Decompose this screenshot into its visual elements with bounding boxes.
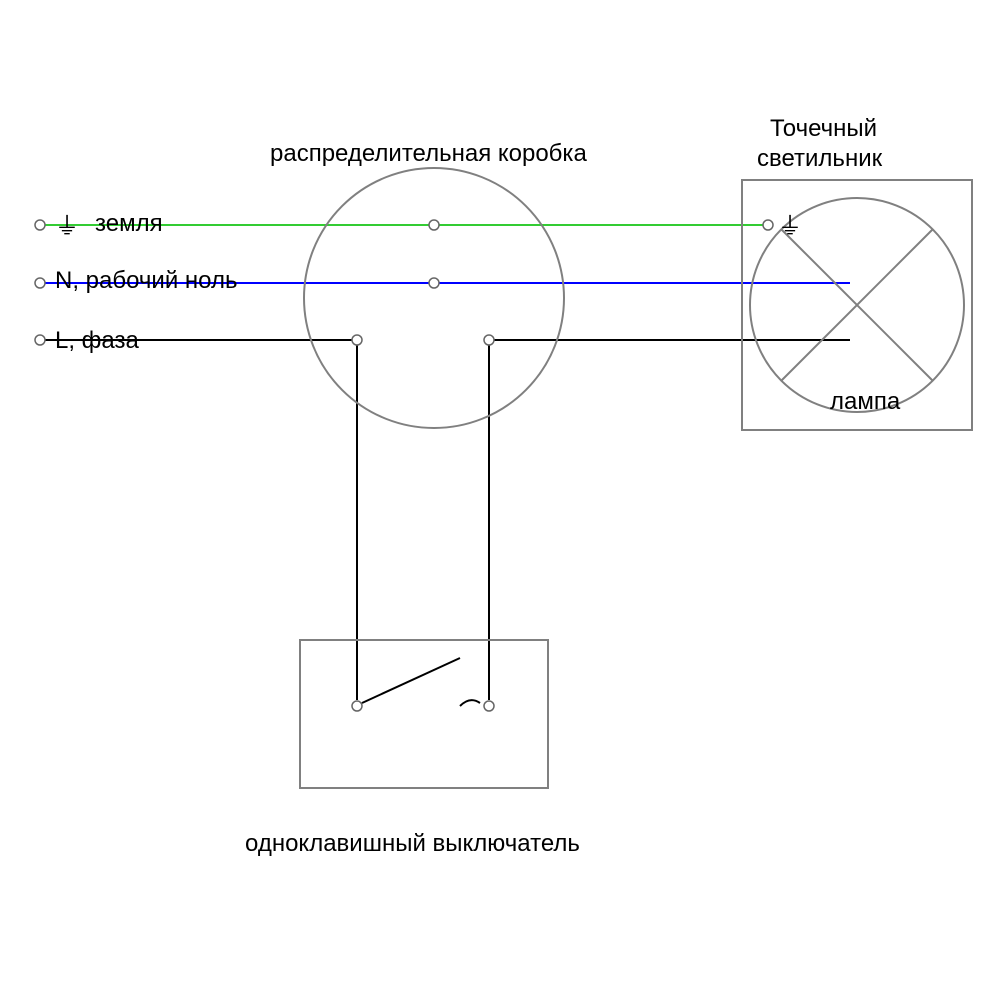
label-earth: земля bbox=[95, 210, 163, 238]
label-spotlight-2: светильник bbox=[757, 145, 882, 173]
label-neutral: N, рабочий ноль bbox=[55, 267, 238, 295]
label-earth-symbol-lamp: ⏚ bbox=[778, 206, 802, 241]
label-junction-box: распределительная коробка bbox=[270, 140, 587, 168]
label-earth-symbol-left: ⏚ bbox=[55, 206, 79, 241]
label-phase: L, фаза bbox=[55, 327, 139, 355]
label-switch: одноклавишный выключатель bbox=[245, 830, 580, 858]
label-spotlight-1: Точечный bbox=[770, 115, 877, 143]
label-lamp: лампа bbox=[830, 388, 900, 416]
